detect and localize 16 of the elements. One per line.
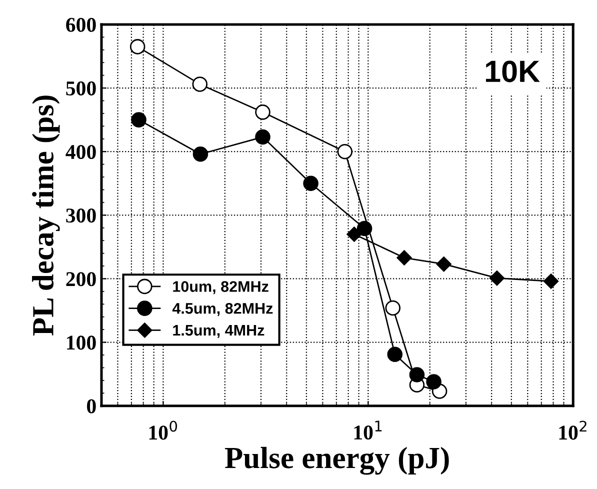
y-axis-title: PL decay time (ps) [32,96,60,336]
x-tick-label: 10$^{1}$ [354,420,382,440]
annotation: 10K [486,60,540,82]
y-tick-label: 0 [87,399,96,414]
legend-label: 10um, 82MHz [173,281,268,294]
y-tick-label: 100 [67,336,96,350]
x-tick-label: 10$^{2}$ [559,420,586,440]
y-tick-label: 500 [66,81,96,96]
x-axis-title: Pulse energy (pJ) [224,446,449,475]
y-tick-label: 400 [66,144,96,160]
x-tick-label: 10$^{0}$ [149,420,178,440]
legend-label: 4.5um, 82MHz [172,303,273,316]
y-tick-label: 600 [66,18,96,32]
y-tick-label: 300 [66,208,96,223]
legend-label: 1.5um, 4MHz [173,325,264,338]
y-tick-label: 200 [66,272,96,286]
